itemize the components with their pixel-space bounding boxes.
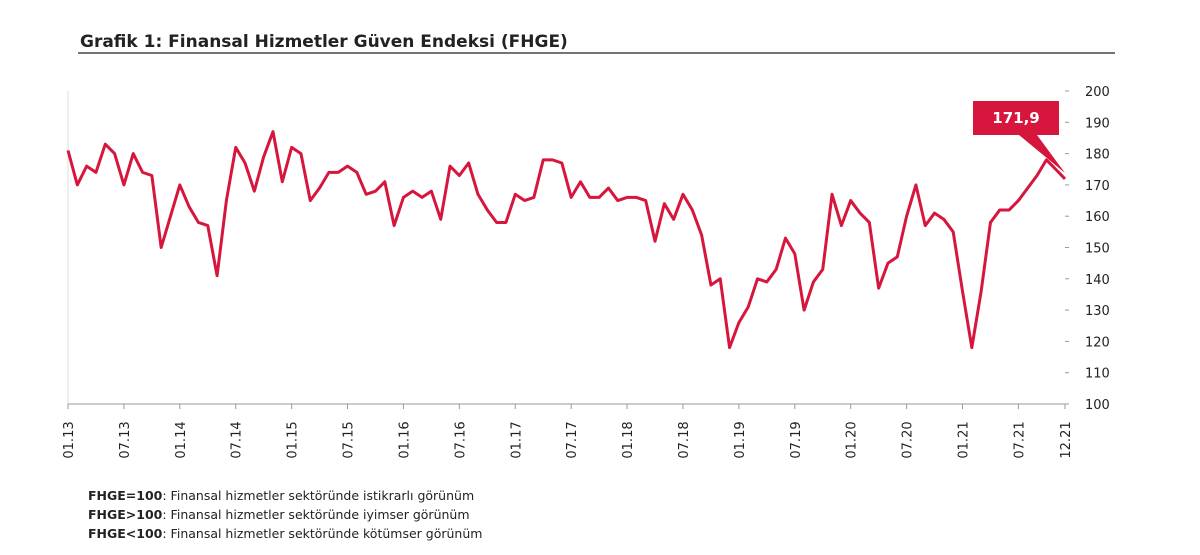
x-tick-label: 01.21	[957, 421, 972, 458]
legend-term: FHGE<100	[88, 526, 163, 541]
legend-term: FHGE=100	[88, 488, 163, 503]
y-tick-label: 110	[1085, 367, 1110, 382]
legend-text: : Finansal hizmetler sektöründe istikrar…	[162, 488, 474, 503]
legend-note: FHGE=100: Finansal hizmetler sektöründe …	[88, 488, 474, 503]
y-tick-label: 130	[1085, 304, 1110, 319]
x-tick-label: 01.20	[845, 421, 860, 458]
legend-term: FHGE>100	[88, 507, 163, 522]
x-tick-label: 07.16	[453, 421, 468, 458]
x-tick-label: 12.21	[1059, 421, 1074, 458]
y-tick-label: 100	[1085, 398, 1110, 413]
y-tick-label: 140	[1085, 273, 1110, 288]
x-tick-label: 01.13	[62, 421, 77, 458]
chart-title: Grafik 1: Finansal Hizmetler Güven Endek…	[80, 32, 568, 52]
x-tick-label: 07.17	[565, 421, 580, 458]
y-tick-label: 160	[1085, 210, 1110, 225]
x-tick-label: 07.18	[677, 421, 692, 458]
x-tick-label: 01.18	[621, 421, 636, 458]
x-tick-label: 01.17	[509, 421, 524, 458]
callout-box	[973, 100, 1065, 173]
legend-text: : Finansal hizmetler sektöründe kötümser…	[162, 526, 482, 541]
x-tick-label: 07.14	[230, 421, 245, 458]
x-tick-label: 07.19	[789, 421, 804, 458]
line-series	[66, 130, 1067, 350]
x-tick-label: 01.19	[733, 421, 748, 458]
x-tick-label: 07.21	[1012, 421, 1027, 458]
y-tick-label: 150	[1085, 242, 1110, 257]
x-tick-label: 07.15	[342, 421, 357, 458]
y-tick-label: 120	[1085, 335, 1110, 350]
x-tick-label: 01.14	[174, 421, 189, 458]
x-tick-label: 07.13	[118, 421, 133, 458]
x-tick-label: 07.20	[901, 421, 916, 458]
legend-note: FHGE>100: Finansal hizmetler sektöründe …	[88, 507, 470, 522]
y-tick-label: 180	[1085, 148, 1110, 163]
y-tick-label: 170	[1085, 179, 1110, 194]
y-tick-label: 200	[1085, 85, 1110, 100]
x-tick-label: 01.15	[286, 421, 301, 458]
y-tick-label: 190	[1085, 116, 1110, 131]
data-label: 171,9	[992, 109, 1039, 127]
legend-text: : Finansal hizmetler sektöründe iyimser …	[162, 507, 469, 522]
legend-note: FHGE<100: Finansal hizmetler sektöründe …	[88, 526, 482, 541]
x-tick-label: 01.16	[397, 421, 412, 458]
